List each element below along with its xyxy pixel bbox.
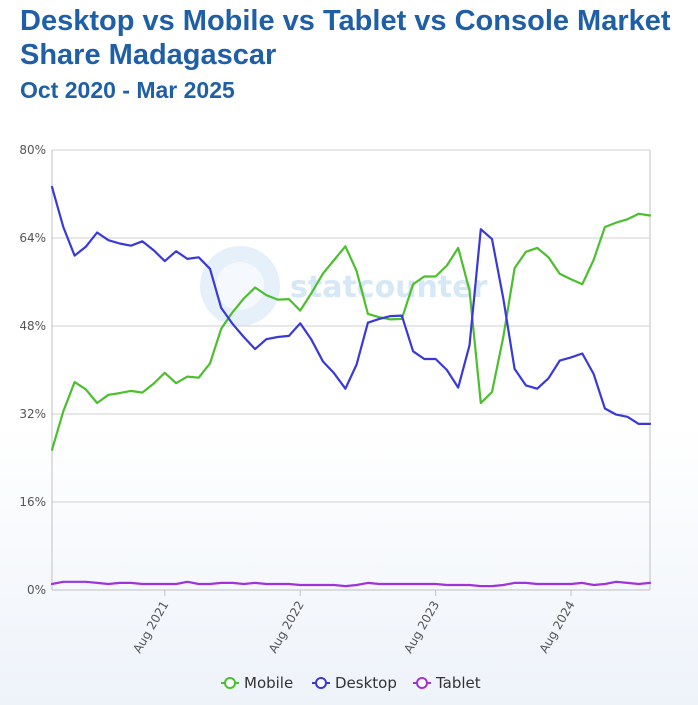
x-tick-label: Aug 2022 [266, 599, 307, 656]
x-tick-label: Aug 2023 [401, 599, 442, 656]
chart-title: Desktop vs Mobile vs Tablet vs Console M… [20, 5, 671, 71]
y-tick-label: 32% [19, 407, 46, 421]
series-line-tablet [50, 580, 652, 588]
legend-item-mobile[interactable]: Mobile [244, 674, 293, 692]
series-line-desktop [50, 185, 652, 425]
legend-item-tablet[interactable]: Tablet [435, 674, 481, 692]
y-tick-label: 48% [19, 319, 46, 333]
y-tick-label: 64% [19, 231, 46, 245]
y-tick-label: 80% [19, 143, 46, 157]
x-tick-label: Aug 2024 [537, 599, 578, 656]
grid [51, 149, 651, 591]
legend-marker-icon [416, 677, 428, 689]
watermark-text: statcounter [290, 270, 488, 305]
statcounter-watermark: statcounter [200, 246, 488, 326]
series-group [50, 185, 652, 588]
x-axis: Aug 2021 Aug 2022 Aug 2023 Aug 2024 [130, 590, 578, 656]
legend: Mobile Desktop Tablet [221, 674, 481, 692]
series-line-mobile [50, 212, 652, 451]
y-tick-label: 16% [19, 495, 46, 509]
legend-marker-icon [315, 677, 327, 689]
legend-marker-icon [224, 677, 236, 689]
legend-item-desktop[interactable]: Desktop [335, 674, 397, 692]
x-tick-label: Aug 2021 [130, 599, 171, 656]
y-axis: 0% 16% 32% 48% 64% 80% [19, 143, 46, 597]
chart-subtitle: Oct 2020 - Mar 2025 [20, 77, 235, 103]
watermark-logo-inner [216, 262, 264, 310]
y-tick-label: 0% [27, 583, 46, 597]
